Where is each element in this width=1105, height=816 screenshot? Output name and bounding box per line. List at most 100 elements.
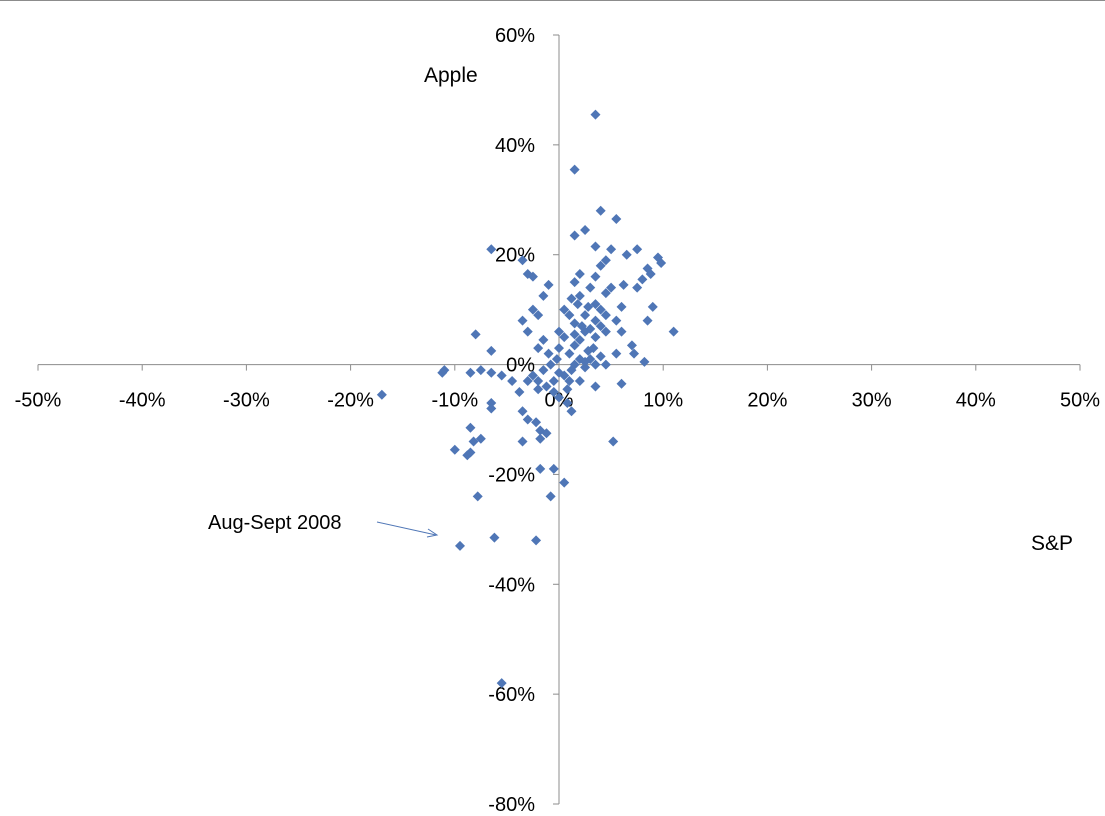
data-point — [554, 326, 564, 337]
data-point — [562, 384, 573, 395]
data-point — [535, 463, 546, 474]
data-point — [600, 359, 611, 370]
data-point — [548, 463, 559, 474]
y-tick-label: 20% — [495, 245, 535, 267]
chart-border — [0, 0, 1105, 1]
data-point — [566, 293, 577, 304]
data-point — [517, 255, 528, 266]
x-tick-label: -30% — [223, 390, 270, 412]
data-point — [569, 318, 580, 329]
data-point — [583, 301, 594, 312]
data-point — [376, 389, 387, 400]
y-tick-label: 0% — [506, 355, 535, 377]
data-point — [595, 351, 606, 362]
data-point — [621, 249, 632, 260]
tick-labels: -50% -40% -30% -20% -10% 0% 10% 20% 30% 40% 50% 60%… — [15, 25, 1101, 816]
data-point — [522, 376, 533, 387]
data-point — [618, 279, 629, 290]
data-point — [527, 370, 538, 381]
data-point — [533, 343, 544, 354]
data-point — [522, 326, 533, 337]
data-point — [600, 310, 611, 321]
data-point — [559, 477, 570, 488]
x-axis-title: S&P — [1031, 532, 1073, 555]
x-tick-label: 50% — [1060, 390, 1100, 412]
data-point — [538, 290, 549, 301]
data-point — [535, 433, 546, 444]
data-point — [580, 310, 591, 321]
data-point — [611, 315, 622, 326]
data-points — [376, 109, 679, 689]
data-point — [538, 334, 549, 345]
data-point — [470, 329, 481, 340]
data-point — [595, 260, 606, 271]
data-point — [569, 164, 580, 175]
data-point — [533, 376, 544, 387]
data-point — [486, 367, 497, 378]
data-point — [545, 491, 556, 502]
data-point — [590, 241, 601, 252]
data-point — [486, 403, 497, 414]
data-point — [608, 436, 619, 447]
data-point — [585, 282, 596, 293]
data-point — [517, 436, 528, 447]
data-point — [517, 406, 528, 417]
data-point — [639, 356, 650, 367]
data-point — [538, 365, 549, 376]
x-tick-label: 20% — [747, 390, 787, 412]
data-point — [590, 299, 601, 310]
x-tick-label: 40% — [956, 390, 996, 412]
y-tick-label: -20% — [488, 464, 535, 486]
data-point — [569, 277, 580, 288]
data-point — [569, 329, 580, 340]
data-point — [486, 244, 497, 255]
data-point — [590, 381, 601, 392]
data-point — [580, 224, 591, 235]
annotation: Aug-Sept 2008 — [208, 512, 439, 538]
data-point — [554, 343, 564, 354]
data-point — [569, 340, 580, 351]
data-point — [531, 535, 542, 546]
data-point — [632, 244, 643, 255]
data-point — [533, 310, 544, 321]
x-tick-label: -10% — [431, 390, 478, 412]
y-axis-title: Apple — [424, 64, 478, 87]
data-point — [465, 367, 476, 378]
y-tick-label: -40% — [488, 574, 535, 596]
data-point — [588, 343, 599, 354]
data-point — [600, 288, 611, 299]
data-point — [486, 345, 497, 356]
data-point — [626, 340, 637, 351]
data-point — [564, 310, 575, 321]
data-point — [569, 230, 580, 241]
data-point — [637, 274, 648, 285]
data-point — [475, 365, 486, 376]
data-point — [437, 367, 448, 378]
data-point — [616, 378, 627, 389]
data-point — [517, 315, 528, 326]
annotation-arrowhead — [426, 528, 439, 538]
data-point — [522, 268, 533, 279]
data-point — [611, 214, 622, 225]
data-point — [559, 332, 570, 343]
data-point — [543, 348, 554, 359]
data-point — [564, 376, 575, 387]
annotation-label: Aug-Sept 2008 — [208, 512, 341, 534]
axes — [38, 35, 1080, 804]
data-point — [465, 447, 476, 458]
data-point — [590, 315, 601, 326]
data-point — [489, 532, 500, 543]
data-point — [642, 315, 653, 326]
data-point — [595, 304, 606, 315]
data-point — [595, 205, 606, 216]
data-point — [580, 362, 591, 373]
data-point — [486, 398, 497, 409]
data-point — [449, 444, 460, 455]
data-point — [564, 348, 575, 359]
data-point — [574, 290, 585, 301]
data-point — [566, 365, 577, 376]
data-point — [541, 381, 552, 392]
data-point — [472, 491, 483, 502]
data-point — [531, 417, 542, 428]
data-point — [496, 370, 507, 381]
